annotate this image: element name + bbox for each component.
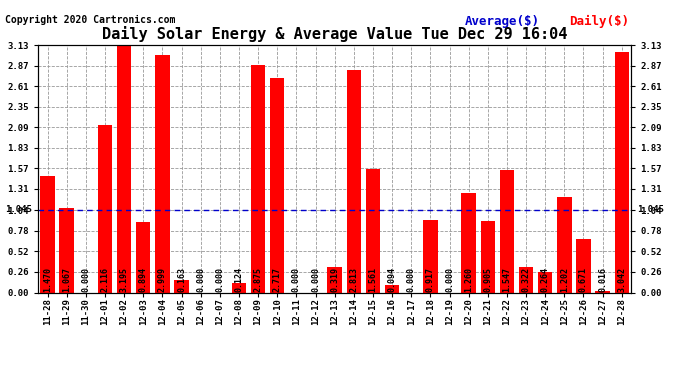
Bar (40, 176, 55, 292)
Text: 0.000: 0.000 (292, 267, 301, 292)
Text: 0.000: 0.000 (81, 267, 90, 292)
Text: 0.016: 0.016 (598, 267, 607, 292)
Text: 1.202: 1.202 (560, 267, 569, 292)
Bar (462, 193, 476, 292)
Text: 0.163: 0.163 (177, 267, 186, 292)
Text: 2.875: 2.875 (254, 267, 263, 292)
Text: 0.124: 0.124 (235, 267, 244, 292)
Text: 0.319: 0.319 (330, 267, 339, 292)
Text: 0.000: 0.000 (445, 267, 454, 292)
Bar (328, 267, 342, 292)
Bar (615, 52, 629, 292)
Bar (251, 65, 265, 292)
Text: 0.322: 0.322 (522, 267, 531, 292)
Bar (576, 240, 591, 292)
Text: 2.116: 2.116 (101, 267, 110, 292)
Bar (519, 267, 533, 292)
Text: 1.547: 1.547 (502, 267, 511, 292)
Text: 0.917: 0.917 (426, 267, 435, 292)
Text: 1.045: 1.045 (5, 206, 32, 214)
Text: 0.000: 0.000 (311, 267, 320, 292)
Bar (366, 169, 380, 292)
Bar (136, 222, 150, 292)
Bar (481, 221, 495, 292)
Bar (595, 291, 610, 292)
Text: Copyright 2020 Cartronics.com: Copyright 2020 Cartronics.com (6, 15, 176, 26)
Bar (155, 56, 170, 292)
Text: 2.813: 2.813 (349, 267, 358, 292)
Text: 1.470: 1.470 (43, 267, 52, 292)
Text: 0.905: 0.905 (483, 267, 492, 292)
Text: 3.042: 3.042 (618, 267, 627, 292)
Text: 1.260: 1.260 (464, 267, 473, 292)
Text: 0.000: 0.000 (215, 267, 224, 292)
Bar (117, 40, 131, 292)
Text: 2.717: 2.717 (273, 267, 282, 292)
Bar (232, 283, 246, 292)
Bar (558, 198, 571, 292)
Text: Average($): Average($) (465, 15, 540, 28)
Bar (346, 70, 361, 292)
Bar (385, 285, 400, 292)
Bar (59, 208, 74, 292)
Bar (270, 78, 284, 292)
Text: 1.561: 1.561 (368, 267, 377, 292)
Text: 0.094: 0.094 (388, 267, 397, 292)
Bar (98, 125, 112, 292)
Bar (500, 170, 514, 292)
Text: 3.195: 3.195 (119, 267, 128, 292)
Bar (423, 220, 437, 292)
Text: 1.067: 1.067 (62, 267, 71, 292)
Bar (538, 272, 553, 292)
Text: 0.264: 0.264 (541, 267, 550, 292)
Bar (175, 280, 188, 292)
Text: 0.894: 0.894 (139, 267, 148, 292)
Text: Daily($): Daily($) (569, 15, 629, 28)
Text: 1.045: 1.045 (638, 206, 664, 214)
Title: Daily Solar Energy & Average Value Tue Dec 29 16:04: Daily Solar Energy & Average Value Tue D… (102, 27, 567, 42)
Text: 0.000: 0.000 (196, 267, 205, 292)
Text: 2.999: 2.999 (158, 267, 167, 292)
Text: 0.000: 0.000 (406, 267, 415, 292)
Text: 0.671: 0.671 (579, 267, 588, 292)
